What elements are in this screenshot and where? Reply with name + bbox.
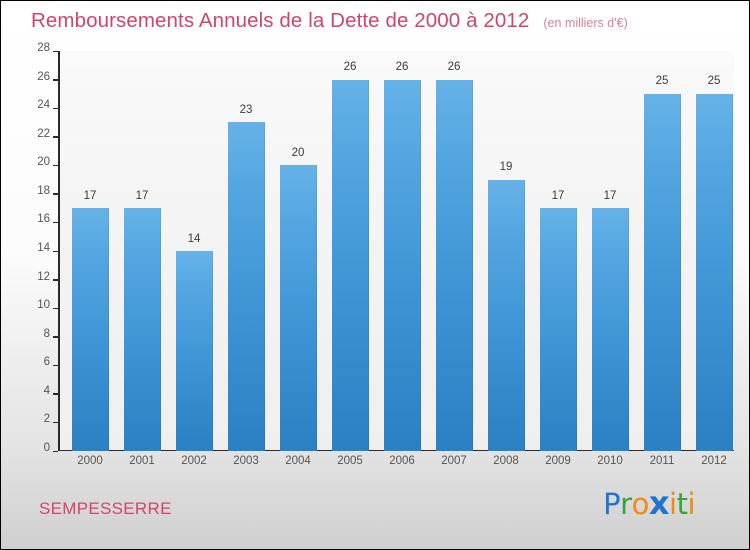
y-axis-tick-label: 20 xyxy=(37,156,50,169)
logo-letter-r: r xyxy=(620,487,632,521)
y-axis-tick-label: 16 xyxy=(37,213,50,226)
logo-letter-o: o xyxy=(631,487,650,521)
bar-value-label: 26 xyxy=(395,61,409,74)
bar-group: 17 2000 xyxy=(71,51,109,467)
y-axis-tick-mark xyxy=(53,107,58,110)
bar-group: 17 2001 xyxy=(123,51,161,467)
x-axis-tick-label: 2011 xyxy=(649,455,675,467)
bar[interactable] xyxy=(279,165,317,451)
logo-letter-i1: i xyxy=(669,487,677,521)
x-axis-tick-label: 2004 xyxy=(285,455,311,467)
x-axis-tick-label: 2009 xyxy=(545,455,571,467)
x-axis-tick-label: 2012 xyxy=(701,455,727,467)
bar-value-label: 25 xyxy=(655,75,669,88)
bar-series: 17 2000 17 2001 14 2002 23 2003 20 2004 26 2005 26 20… xyxy=(58,51,734,467)
bar-value-label: 26 xyxy=(447,61,461,74)
bar-value-label: 25 xyxy=(707,75,721,88)
bar-group: 26 2005 xyxy=(331,51,369,467)
x-axis-tick-label: 2008 xyxy=(493,455,519,467)
x-axis-tick-label: 2002 xyxy=(181,455,207,467)
footer: SEMPESSERRE Proxiti xyxy=(1,481,749,549)
logo-letter-t: t xyxy=(676,487,688,521)
bar-group: 20 2004 xyxy=(279,51,317,467)
bar[interactable] xyxy=(227,122,265,451)
bar-value-label: 20 xyxy=(291,146,305,159)
bar-value-label: 26 xyxy=(343,61,357,74)
bar-value-label: 23 xyxy=(239,103,253,116)
y-axis-tick-label: 0 xyxy=(43,442,50,454)
logo-letter-p: P xyxy=(603,487,621,521)
proxiti-logo[interactable]: Proxiti xyxy=(603,487,695,519)
bar-group: 26 2006 xyxy=(383,51,421,467)
bar[interactable] xyxy=(539,208,577,451)
bar-value-label: 17 xyxy=(135,189,149,202)
bar-value-label: 14 xyxy=(187,232,201,245)
y-axis-tick-label: 10 xyxy=(37,299,50,312)
y-axis-tick-mark xyxy=(53,279,58,281)
bar[interactable] xyxy=(383,79,421,451)
bar[interactable] xyxy=(643,93,681,451)
y-axis-tick-label: 2 xyxy=(43,413,50,426)
bar-value-label: 17 xyxy=(603,189,617,202)
bar[interactable] xyxy=(695,93,733,451)
y-axis-tick-label: 28 xyxy=(37,42,50,54)
x-axis-tick-label: 2010 xyxy=(597,455,623,467)
y-axis-tick-mark xyxy=(53,50,58,52)
y-axis-tick-label: 14 xyxy=(37,242,50,254)
x-axis-tick-label: 2001 xyxy=(129,455,155,467)
y-axis-tick-mark xyxy=(53,193,58,195)
x-axis-tick-label: 2003 xyxy=(233,455,259,467)
y-axis-tick-mark xyxy=(53,307,58,310)
chart-title-bar: Remboursements Annuels de la Dette de 20… xyxy=(31,9,739,39)
commune-name: SEMPESSERRE xyxy=(39,499,172,518)
y-axis-tick-label: 6 xyxy=(43,356,50,369)
y-axis-tick-mark xyxy=(53,164,58,167)
y-axis-tick-mark xyxy=(53,79,58,81)
y-axis-tick-label: 4 xyxy=(43,384,50,397)
bar[interactable] xyxy=(71,208,109,451)
y-axis-tick-mark xyxy=(53,421,58,424)
bar-group: 26 2007 xyxy=(435,51,473,467)
y-axis-tick-label: 26 xyxy=(37,70,50,83)
bar[interactable] xyxy=(435,79,473,451)
y-axis-tick-label: 18 xyxy=(37,184,50,197)
bar-group: 14 2002 xyxy=(175,51,213,467)
logo-letter-x: x xyxy=(648,484,670,522)
y-axis-tick-mark xyxy=(53,364,58,367)
y-axis-tick-mark xyxy=(53,336,58,338)
bar-value-label: 19 xyxy=(499,161,513,174)
bar-value-label: 17 xyxy=(551,189,565,202)
bar[interactable] xyxy=(123,208,161,451)
y-axis-tick-label: 22 xyxy=(37,127,50,140)
y-axis-tick-label: 12 xyxy=(37,270,50,283)
y-axis-tick-mark xyxy=(53,450,58,452)
x-axis-tick-label: 2005 xyxy=(337,455,363,467)
bar[interactable] xyxy=(591,208,629,451)
bar-group: 19 2008 xyxy=(487,51,525,467)
bar-group: 25 2012 xyxy=(695,51,733,467)
bar-group: 17 2010 xyxy=(591,51,629,467)
bar-group: 17 2009 xyxy=(539,51,577,467)
y-axis-tick-label: 8 xyxy=(43,327,50,340)
y-axis-tick-mark xyxy=(53,393,58,395)
y-axis-tick-label: 24 xyxy=(37,99,50,112)
y-axis-tick-mark xyxy=(53,136,58,138)
bar-group: 23 2003 xyxy=(227,51,265,467)
y-axis-tick-mark xyxy=(53,250,58,252)
chart-subtitle: (en milliers d'€) xyxy=(543,16,628,30)
x-axis-tick-label: 2000 xyxy=(77,455,103,467)
logo-letter-i2: i xyxy=(687,487,695,521)
bar-group: 25 2011 xyxy=(643,51,681,467)
plot-area: 0 2 4 6 8 10 12 14 16 18 20 22 24 26 28 17 2000 17 2001 14… xyxy=(37,42,734,467)
page-title: Remboursements Annuels de la Dette de 20… xyxy=(31,9,530,32)
bar[interactable] xyxy=(331,79,369,451)
x-axis-tick-label: 2007 xyxy=(441,455,467,467)
bar[interactable] xyxy=(175,251,213,451)
bar-value-label: 17 xyxy=(83,189,97,202)
y-axis-tick-mark xyxy=(53,221,58,224)
x-axis-tick-label: 2006 xyxy=(389,455,415,467)
bar[interactable] xyxy=(487,179,525,451)
y-axis-line xyxy=(58,51,60,451)
